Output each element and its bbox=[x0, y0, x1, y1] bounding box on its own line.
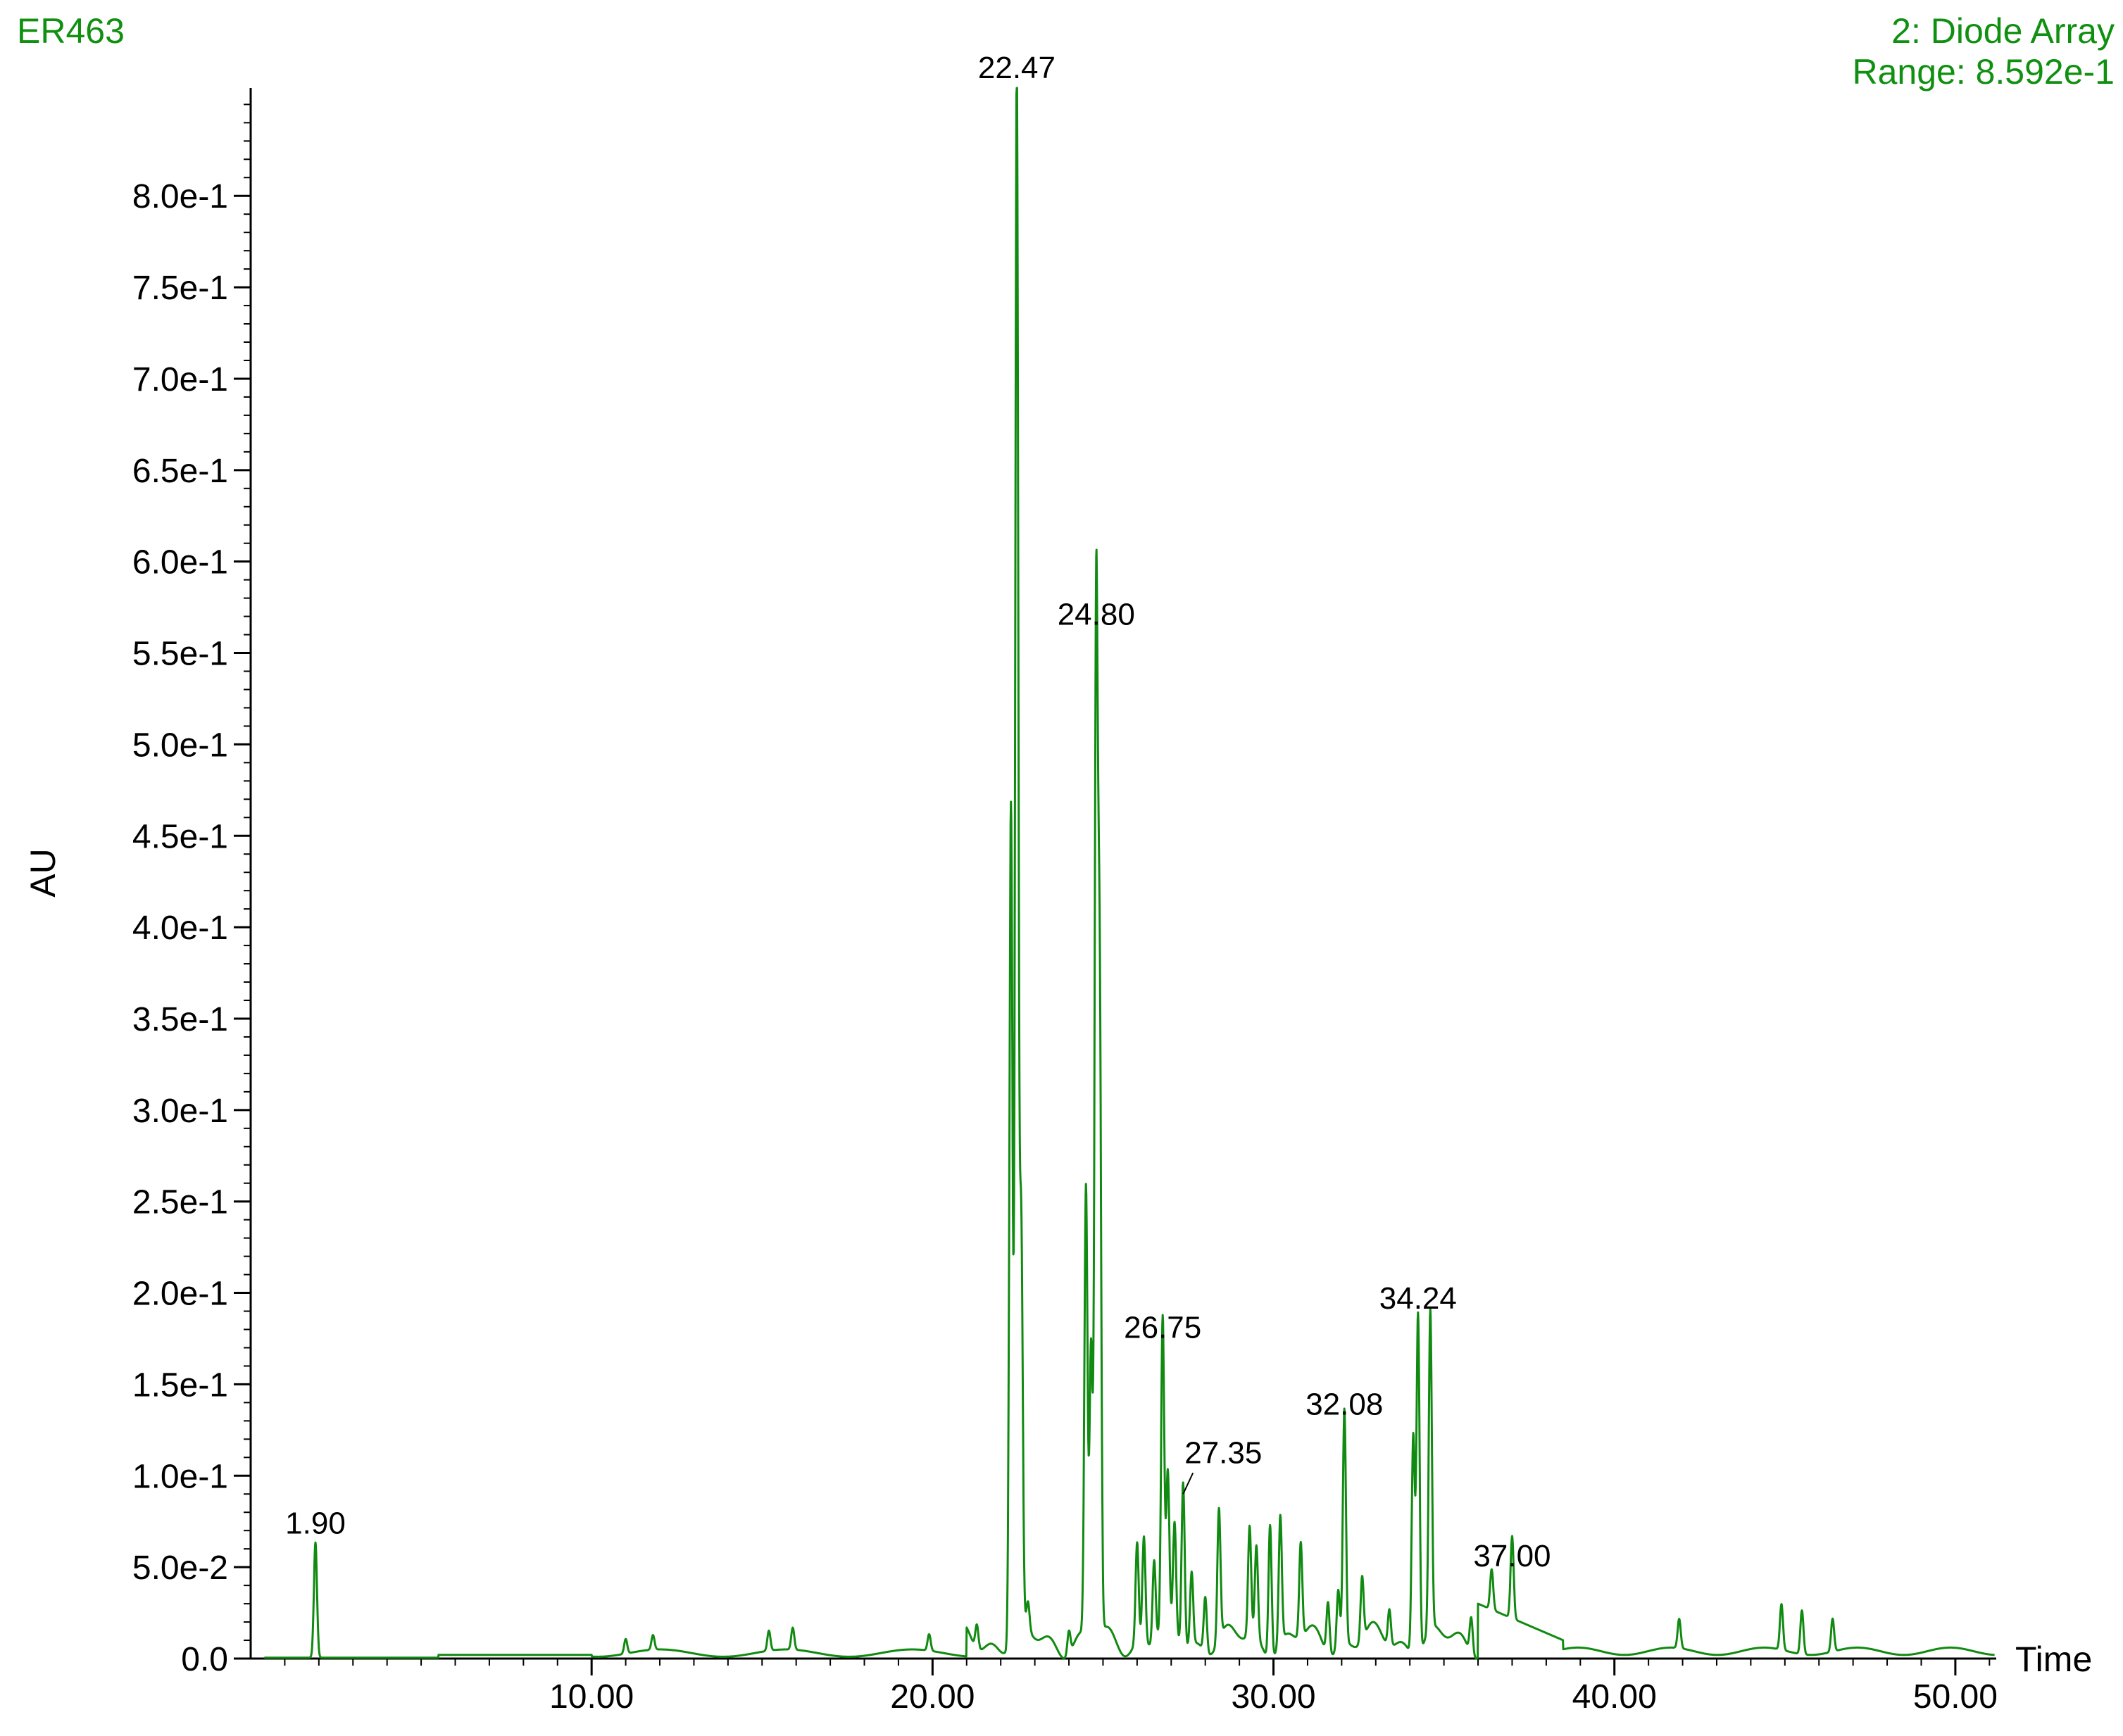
y-tick-label: 5.5e-1 bbox=[132, 636, 228, 673]
sample-id: ER463 bbox=[17, 11, 125, 51]
y-tick-label: 7.0e-1 bbox=[132, 361, 228, 398]
chromatogram-trace bbox=[263, 87, 1996, 1660]
y-tick-label: 2.5e-1 bbox=[132, 1184, 228, 1221]
y-tick-label: 3.5e-1 bbox=[132, 1001, 228, 1038]
y-tick-label: 5.0e-2 bbox=[132, 1549, 228, 1587]
peak-label: 22.47 bbox=[978, 51, 1056, 85]
y-tick-label: 2.0e-1 bbox=[132, 1276, 228, 1313]
y-tick-label: 3.0e-1 bbox=[132, 1093, 228, 1130]
peak-label: 32.08 bbox=[1305, 1388, 1383, 1422]
x-tick-label: 30.00 bbox=[1231, 1678, 1315, 1716]
peak-labels: 1.90 22.47 24.80 26.75 27.35 32.08 34.24 37.00 bbox=[285, 51, 1551, 1573]
peak-leader-line bbox=[1182, 1472, 1194, 1495]
peak-label: 1.90 bbox=[285, 1506, 346, 1540]
y-tick-label: 7.5e-1 bbox=[132, 270, 228, 307]
peak-label: 34.24 bbox=[1379, 1281, 1457, 1316]
y-tick-label: 4.0e-1 bbox=[132, 910, 228, 947]
y-axis-label: AU bbox=[23, 848, 63, 897]
y-tick-label: 8.0e-1 bbox=[132, 178, 228, 215]
peak-label: 26.75 bbox=[1124, 1310, 1201, 1345]
x-axis-label: Time bbox=[2015, 1640, 2092, 1679]
trace-layer bbox=[263, 87, 1996, 1660]
x-tick-label: 40.00 bbox=[1572, 1678, 1657, 1716]
peak-label: 27.35 bbox=[1184, 1435, 1262, 1470]
y-tick-label: 6.5e-1 bbox=[132, 453, 228, 490]
range-label: Range: 8.592e-1 bbox=[1852, 52, 2115, 92]
y-tick-label: 1.0e-1 bbox=[132, 1458, 228, 1495]
x-tick-label: 50.00 bbox=[1913, 1678, 1998, 1716]
y-tick-label: 6.0e-1 bbox=[132, 544, 228, 581]
axes bbox=[249, 88, 1996, 1660]
peak-label: 24.80 bbox=[1058, 598, 1135, 632]
trace-name: 2: Diode Array bbox=[1891, 11, 2115, 51]
y-tick-label: 0.0 bbox=[181, 1641, 228, 1678]
y-tick-label: 1.5e-1 bbox=[132, 1366, 228, 1404]
peak-label: 37.00 bbox=[1473, 1539, 1551, 1573]
x-tick-label: 10.00 bbox=[549, 1678, 634, 1716]
x-tick-label: 20.00 bbox=[890, 1678, 975, 1716]
y-tick-label: 5.0e-1 bbox=[132, 727, 228, 764]
y-tick-label: 4.5e-1 bbox=[132, 818, 228, 855]
axis-ticks: 0.0 5.0e-2 1.0e-1 1.5e-1 2.0e-1 2.5e-1 3.0e-1 3… bbox=[132, 103, 1998, 1716]
